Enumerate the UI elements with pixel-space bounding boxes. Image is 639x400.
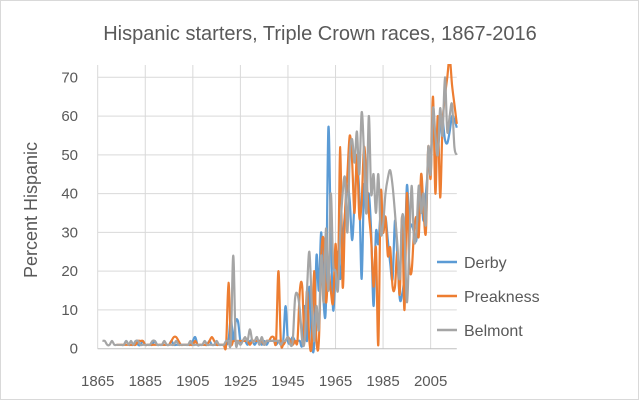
- y-tick-label: 70: [61, 69, 78, 86]
- x-tick-label: 1925: [224, 373, 257, 390]
- x-tick-label: 1885: [129, 373, 162, 390]
- series-line-preakness: [116, 64, 458, 353]
- y-tick-label: 10: [61, 302, 78, 319]
- y-axis-label: Percent Hispanic: [21, 142, 41, 278]
- series-line-belmont: [102, 76, 458, 349]
- x-tick-label: 1865: [81, 373, 114, 390]
- y-tick-label: 60: [61, 108, 78, 125]
- x-tick-label: 1945: [271, 373, 304, 390]
- x-tick-label: 2005: [414, 373, 447, 390]
- x-tick-label: 1965: [319, 373, 352, 390]
- legend-label-preakness: Preakness: [464, 289, 540, 306]
- legend-label-belmont: Belmont: [464, 323, 523, 340]
- x-tick-label: 1905: [176, 373, 209, 390]
- y-tick-label: 40: [61, 186, 78, 203]
- chart-title: Hispanic starters, Triple Crown races, 1…: [103, 23, 537, 45]
- y-tick-label: 20: [61, 263, 78, 280]
- legend-label-derby: Derby: [464, 255, 507, 272]
- y-tick-label: 0: [70, 341, 78, 358]
- y-tick-label: 50: [61, 147, 78, 164]
- y-tick-label: 30: [61, 224, 78, 241]
- x-tick-label: 1985: [366, 373, 399, 390]
